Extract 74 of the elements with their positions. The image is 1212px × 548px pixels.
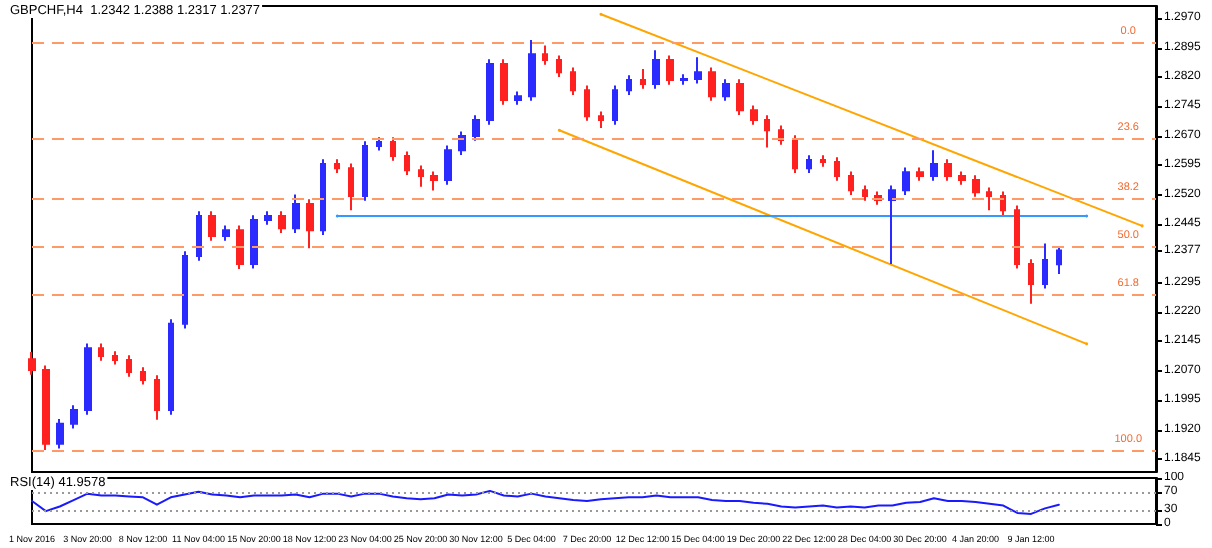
candlestick [862, 184, 868, 202]
candlestick [278, 210, 286, 234]
candlestick [598, 110, 604, 129]
candlestick [736, 78, 744, 116]
candlestick [112, 350, 118, 366]
candlestick [486, 58, 494, 126]
candlestick [764, 114, 770, 149]
candlestick [1056, 245, 1062, 276]
candlestick [236, 224, 244, 270]
candlestick [958, 170, 966, 186]
candlestick [154, 374, 160, 421]
candlestick [1014, 204, 1020, 270]
candlestick [708, 66, 716, 102]
candlestick [196, 210, 202, 262]
candlestick [888, 184, 896, 265]
candlestick [528, 39, 536, 102]
candlestick [640, 68, 646, 90]
candlestick [806, 154, 812, 174]
candlestick [320, 158, 326, 236]
candlestick [126, 354, 132, 378]
candlestick [404, 150, 410, 176]
candlestick [56, 418, 64, 450]
candlestick [1028, 258, 1034, 305]
candlestick [820, 154, 826, 168]
candlestick [430, 170, 438, 192]
candlestick [182, 250, 188, 330]
candlestick [972, 174, 980, 198]
candlestick [472, 114, 480, 142]
candlestick [168, 318, 174, 416]
candlestick [222, 224, 230, 242]
candlestick [626, 74, 632, 96]
candlestick [84, 342, 92, 416]
candlestick [334, 158, 340, 174]
candlestick [390, 136, 396, 162]
candlestick [250, 214, 258, 270]
candlestick [652, 49, 660, 90]
candlestick [986, 186, 992, 212]
candlestick [666, 54, 674, 86]
candlestick [362, 140, 368, 202]
candlestick [902, 166, 910, 196]
candlestick [458, 130, 466, 156]
candlestick [98, 342, 104, 362]
candlestick [542, 44, 548, 66]
candlestick [584, 84, 590, 122]
candlestick [834, 156, 840, 182]
candlestick [848, 170, 854, 196]
candlestick [70, 404, 78, 430]
candlestick [944, 158, 952, 182]
candlestick [750, 104, 758, 126]
candlestick [570, 66, 576, 96]
candlestick [556, 54, 562, 78]
candlestick [418, 164, 424, 188]
candlestick [348, 162, 354, 212]
candlestick [208, 210, 216, 242]
candlestick [500, 58, 508, 106]
candlestick [722, 78, 730, 102]
candlestick [292, 193, 300, 234]
candlestick [916, 166, 924, 182]
candlestick [792, 134, 798, 174]
candlestick [514, 90, 522, 106]
candlestick [140, 366, 146, 386]
candlestick [680, 73, 688, 86]
candlestick [28, 351, 36, 376]
line-series [31, 489, 1060, 515]
candlestick [444, 144, 452, 186]
candlestick [930, 149, 938, 182]
candlestick [694, 56, 702, 85]
candlestick [376, 136, 382, 152]
candlestick [1042, 242, 1048, 290]
candlestick [264, 210, 272, 226]
candlestick [42, 364, 50, 452]
candlestick [612, 84, 618, 126]
candlestick [306, 198, 314, 250]
candlestick [1000, 190, 1006, 216]
